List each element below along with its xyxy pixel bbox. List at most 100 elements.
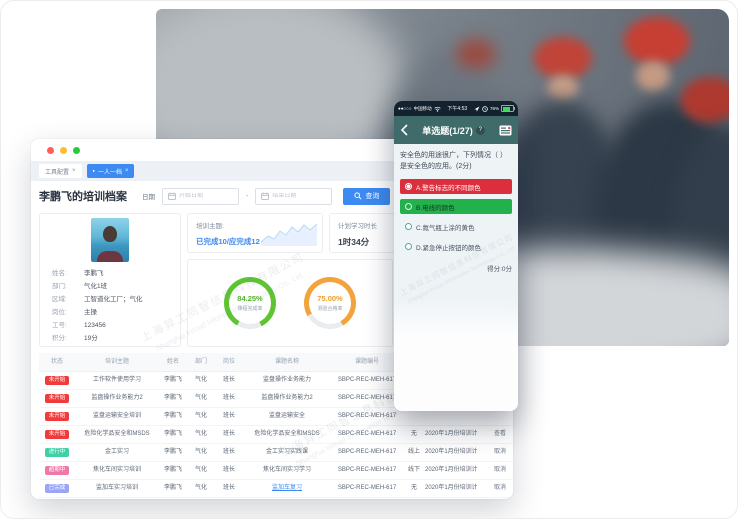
close-icon[interactable]: × — [124, 168, 129, 174]
plan-cell: 2020年1月份培训计划 — [425, 449, 477, 455]
table-row[interactable]: 已完成 监加车实习培训 李鹏飞 气化 班长 监加车复习 SBPC-REC-MEH… — [39, 480, 513, 498]
question-text: 安全色的用途很广，下列情况（ ）是安全色的应用。(2分) — [400, 152, 507, 170]
dept-cell: 气化 — [194, 431, 207, 437]
phone-nav-bar: 单选题(1/27) ? — [394, 116, 518, 144]
table-row[interactable]: 未开始 监盘运输安全培训 李鹏飞 气化 班长 监盘运输安全 SBPC-REC-M… — [39, 408, 513, 426]
status-cell: 未开始 — [39, 426, 75, 443]
plan-cell: 2020年1月份培训计划 — [425, 485, 477, 491]
donut-chart: 75.00% 测验合格率 — [304, 277, 356, 329]
sparkline-chart — [261, 223, 317, 246]
worker-face — [636, 61, 670, 91]
dept-cell: 气化 — [194, 485, 207, 491]
action-link[interactable]: 取消 — [493, 449, 506, 455]
column-header: 课题编号 — [354, 359, 379, 365]
profile-field: 积分: 19分 — [40, 332, 180, 345]
help-button[interactable]: ? — [475, 125, 485, 135]
column-header: 岗位 — [222, 359, 235, 365]
window-close-button[interactable] — [47, 146, 54, 154]
tab-label: 一人一档 — [97, 169, 122, 176]
radio-icon — [405, 203, 412, 210]
phone-status-bar: ●●○○○ 中国移动 下午4:53 76% — [394, 101, 518, 116]
status-cell: 未开始 — [39, 390, 75, 407]
name-cell: 李鹏飞 — [163, 377, 182, 383]
battery-percent: 76% — [489, 106, 499, 111]
tab-personal-archive[interactable]: ● 一人一档 × — [86, 164, 135, 178]
worker-helmet — [681, 77, 729, 123]
alarm-icon — [482, 105, 488, 112]
topic-cell: 工作软件使用学习 — [92, 377, 141, 383]
mode-cell: 线下 — [407, 467, 420, 473]
end-date-field[interactable] — [272, 193, 327, 199]
question-counter-title: 单选题(1/27) — [422, 125, 473, 136]
action-link[interactable]: 取消 — [493, 467, 506, 473]
wifi-icon — [433, 106, 441, 112]
tab-tool-config[interactable]: 工具配置 × — [39, 164, 82, 178]
donut-percent: 75.00% — [317, 294, 343, 303]
name-cell: 李鹏飞 — [163, 467, 182, 473]
status-badge: 进行中 — [44, 447, 70, 458]
answer-option[interactable]: D.紧急停止按钮的颜色 — [400, 239, 512, 254]
options-list: A.警告标志的不同颜色 B.电线的颜色 C.氮气瓶上涂的黄色 D — [400, 179, 512, 254]
start-date-input[interactable] — [162, 187, 239, 205]
option-label: A.警告标志的不同颜色 — [416, 184, 481, 192]
field-value: 李鹏飞 — [84, 270, 104, 277]
end-date-input[interactable] — [255, 187, 333, 205]
topic-cell: 危险化学品安全和MSDS — [84, 431, 150, 437]
course-cell[interactable]: 监盘运输安全 — [268, 413, 305, 419]
plan-value: 1时34分 — [338, 237, 370, 247]
code-cell: SBPC-REC-MEH-617 — [337, 485, 397, 491]
course-cell[interactable]: 监加车复习 — [271, 485, 302, 491]
action-link[interactable]: 查看 — [493, 431, 506, 437]
table-row[interactable]: 未开始 危险化学品安全和MSDS 李鹏飞 气化 班长 危险化学品安全和MSDS … — [39, 426, 513, 444]
name-cell: 李鹏飞 — [163, 431, 182, 437]
course-cell[interactable]: 监盘操作业务能力2 — [261, 395, 313, 401]
search-button[interactable]: 查询 — [343, 187, 391, 205]
post-cell: 班长 — [222, 413, 235, 419]
status-badge: 未开始 — [44, 429, 70, 440]
answer-option[interactable]: C.氮气瓶上涂的黄色 — [400, 219, 512, 234]
topic-cell: 监加车实习培训 — [95, 485, 138, 491]
start-date-field[interactable] — [179, 193, 233, 199]
profile-fields: 姓名: 李鹏飞 部门: 气化1班 区域: 工智道化工厂；气化 岗位: — [40, 267, 180, 345]
course-cell[interactable]: 焦化车间实习学习 — [262, 467, 311, 473]
donut-percent: 84.25% — [237, 294, 263, 303]
question-points: (2分) — [456, 162, 472, 170]
back-button[interactable] — [400, 124, 408, 136]
column-header: 培训主题 — [104, 359, 129, 365]
field-label: 岗位: — [52, 309, 67, 316]
calendar-icon — [261, 192, 270, 200]
answer-option[interactable]: A.警告标志的不同颜色 — [400, 179, 512, 194]
radio-icon — [405, 223, 412, 230]
field-label: 姓名: — [52, 270, 67, 277]
action-link[interactable]: 取消 — [493, 485, 506, 491]
window-minimize-button[interactable] — [60, 146, 67, 154]
name-cell: 李鹏飞 — [163, 485, 182, 491]
table-row[interactable]: 进行中 金工实习 李鹏飞 气化 班长 金工实习实践课 SBPC-REC-MEH-… — [39, 444, 513, 462]
course-cell[interactable]: 危险化学品安全和MSDS — [254, 431, 320, 437]
profile-card: 姓名: 李鹏飞 部门: 气化1班 区域: 工智道化工厂；气化 岗位: — [39, 213, 181, 347]
topic-cell: 监盘运输安全培训 — [92, 413, 141, 419]
plan-cell: 2020年1月份培训计划 — [425, 431, 477, 437]
name-cell: 李鹏飞 — [163, 413, 182, 419]
donut-ring: 75.00% 测验合格率 — [304, 277, 356, 329]
profile-field: 部门: 气化1班 — [40, 280, 180, 293]
dept-cell: 气化 — [194, 413, 207, 419]
status-badge: 已完成 — [44, 483, 70, 494]
field-value: 19分 — [84, 335, 98, 342]
option-label: D.紧急停止按钮的颜色 — [416, 244, 481, 252]
name-cell: 李鹏飞 — [163, 449, 182, 455]
signal-icon: ●●○○○ — [398, 106, 412, 111]
donut-chart: 84.25% 课程完成率 — [224, 277, 276, 329]
dept-cell: 气化 — [194, 449, 207, 455]
table-row[interactable]: 超期中 焦化车间实习培训 李鹏飞 气化 班长 焦化车间实习学习 SBPC-REC… — [39, 462, 513, 480]
time-label: 下午4:53 — [447, 106, 468, 112]
answer-option[interactable]: B.电线的颜色 — [400, 199, 512, 214]
topic-progress: 已完成10/应完成12 — [196, 237, 260, 246]
answer-sheet-button[interactable] — [499, 125, 512, 136]
date-range-separator: - — [246, 192, 249, 200]
close-icon[interactable]: × — [72, 168, 76, 174]
course-cell[interactable]: 监盘操作业务能力 — [262, 377, 311, 383]
course-cell[interactable]: 金工实习实践课 — [265, 449, 308, 455]
window-zoom-button[interactable] — [73, 146, 80, 154]
